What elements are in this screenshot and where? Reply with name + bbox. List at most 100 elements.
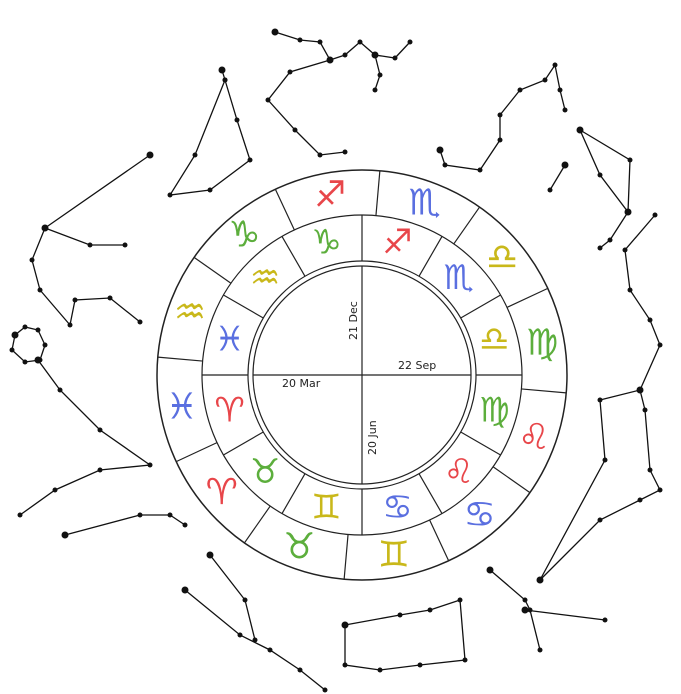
star bbox=[378, 668, 383, 673]
star bbox=[498, 138, 503, 143]
star bbox=[343, 53, 348, 58]
star bbox=[219, 67, 226, 74]
constellation-line bbox=[580, 130, 630, 212]
star bbox=[628, 158, 633, 163]
constellation-line bbox=[45, 228, 125, 245]
star bbox=[98, 428, 103, 433]
star bbox=[268, 648, 273, 653]
star bbox=[10, 348, 15, 353]
zodiac-sign: ♎ bbox=[486, 237, 518, 278]
constellation-line bbox=[600, 212, 628, 248]
zodiac-sign: ♊ bbox=[378, 535, 410, 576]
star bbox=[147, 152, 154, 159]
zodiac-sign: ♎ bbox=[479, 320, 509, 360]
star bbox=[463, 658, 468, 663]
outer-divider bbox=[275, 189, 294, 230]
star bbox=[637, 387, 644, 394]
star bbox=[182, 587, 189, 594]
star bbox=[653, 213, 658, 218]
star bbox=[398, 613, 403, 618]
star bbox=[393, 56, 398, 61]
star bbox=[123, 243, 128, 248]
star bbox=[518, 88, 523, 93]
outer-divider bbox=[194, 257, 231, 283]
star bbox=[648, 318, 653, 323]
star bbox=[18, 513, 23, 518]
inner-divider bbox=[419, 236, 442, 276]
outer-divider bbox=[430, 520, 449, 561]
star bbox=[372, 52, 379, 59]
star bbox=[298, 38, 303, 43]
star bbox=[548, 188, 553, 193]
star bbox=[603, 618, 608, 623]
star bbox=[443, 163, 448, 168]
constellation-line bbox=[375, 55, 380, 90]
constellation-line bbox=[275, 32, 410, 60]
outer-divider bbox=[376, 171, 380, 216]
constellation-line bbox=[550, 165, 565, 190]
zodiac-sign: ♉ bbox=[250, 452, 280, 492]
star bbox=[138, 320, 143, 325]
date-label: 20 Mar bbox=[282, 377, 321, 390]
star bbox=[628, 288, 633, 293]
star bbox=[578, 128, 583, 133]
star bbox=[23, 360, 28, 365]
zodiac-sign: ♒ bbox=[174, 292, 206, 333]
star bbox=[266, 98, 271, 103]
date-label: 22 Sep bbox=[398, 359, 436, 372]
star bbox=[73, 298, 78, 303]
star bbox=[373, 88, 378, 93]
star bbox=[288, 70, 293, 75]
star bbox=[293, 128, 298, 133]
date-label: 20 Jun bbox=[366, 420, 379, 455]
star bbox=[478, 168, 483, 173]
star bbox=[327, 57, 334, 64]
star bbox=[458, 598, 463, 603]
inner-divider bbox=[419, 474, 442, 514]
star bbox=[13, 333, 18, 338]
inner-divider bbox=[282, 474, 305, 514]
zodiac-sign: ♋ bbox=[382, 487, 412, 527]
star bbox=[598, 518, 603, 523]
star bbox=[437, 147, 444, 154]
star bbox=[42, 225, 49, 232]
zodiac-sign: ♍ bbox=[479, 390, 509, 430]
constellation-line bbox=[65, 515, 185, 535]
star bbox=[562, 162, 569, 169]
star bbox=[138, 513, 143, 518]
star bbox=[243, 598, 248, 603]
star bbox=[558, 88, 563, 93]
zodiac-sign: ♊ bbox=[311, 487, 341, 527]
star bbox=[207, 552, 214, 559]
zodiac-sign: ♑ bbox=[228, 214, 260, 255]
zodiac-sign: ♋ bbox=[463, 495, 495, 536]
star bbox=[608, 238, 613, 243]
star bbox=[248, 158, 253, 163]
star bbox=[658, 343, 663, 348]
star bbox=[343, 623, 348, 628]
zodiac-sign: ♏ bbox=[444, 258, 474, 298]
star bbox=[193, 153, 198, 158]
star bbox=[298, 668, 303, 673]
star bbox=[318, 40, 323, 45]
star bbox=[88, 243, 93, 248]
star bbox=[603, 458, 608, 463]
zodiac-sign: ♓ bbox=[166, 386, 198, 427]
star bbox=[523, 598, 528, 603]
star bbox=[343, 663, 348, 668]
star bbox=[36, 328, 41, 333]
outer-divider bbox=[176, 443, 217, 462]
zodiac-sign: ♈ bbox=[206, 472, 238, 513]
constellation-line bbox=[20, 360, 150, 515]
star bbox=[168, 513, 173, 518]
star bbox=[563, 108, 568, 113]
star bbox=[35, 357, 42, 364]
zodiac-sign: ♐ bbox=[314, 174, 346, 215]
star bbox=[208, 188, 213, 193]
star bbox=[323, 688, 328, 693]
constellation-line bbox=[170, 70, 250, 195]
star bbox=[318, 153, 323, 158]
star bbox=[235, 118, 240, 123]
zodiac-sign: ♐ bbox=[382, 223, 412, 263]
constellation-line bbox=[32, 155, 150, 325]
